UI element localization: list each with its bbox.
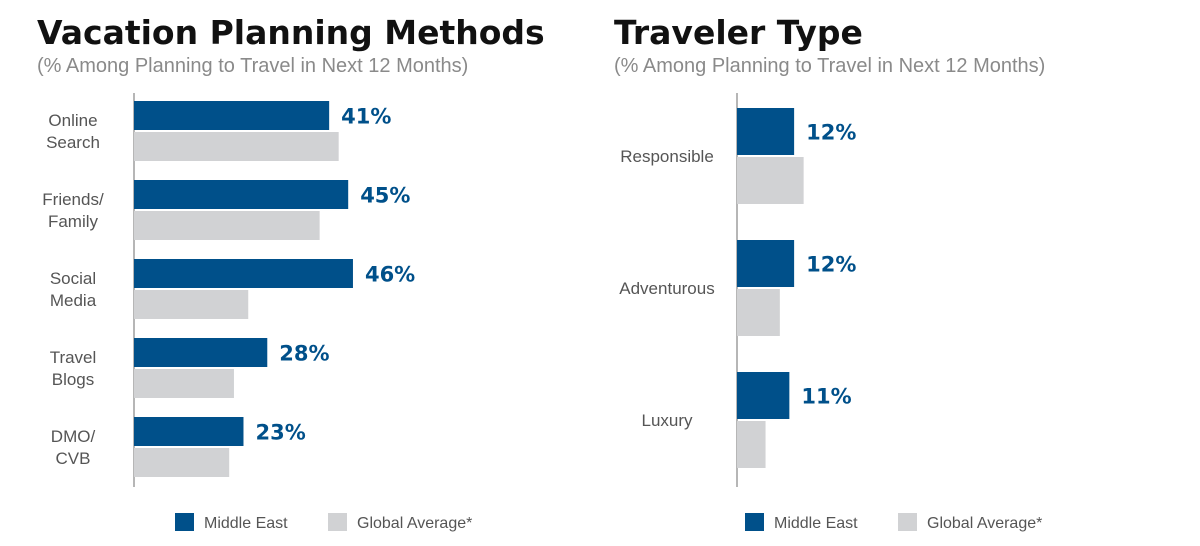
legend-label: Middle East — [204, 515, 288, 532]
data-label: 12% — [806, 121, 856, 145]
category-label: Blogs — [52, 370, 95, 389]
bar-middle-east — [737, 108, 795, 155]
chart-subtitle: (% Among Planning to Travel in Next 12 M… — [37, 55, 468, 77]
legend-label: Middle East — [774, 515, 858, 532]
bar-group: 12% Adventurous — [619, 240, 856, 336]
chart-title: Traveler Type — [614, 13, 863, 52]
vacation-planning-chart: Vacation Planning Methods (% Among Plann… — [37, 13, 545, 532]
bar-group: 45% Friends/Family — [42, 180, 410, 240]
legend-swatch — [745, 513, 764, 531]
bar-middle-east — [134, 338, 268, 367]
data-label: 23% — [255, 421, 305, 445]
bar-middle-east — [737, 372, 790, 419]
legend-label: Global Average* — [927, 515, 1042, 532]
category-label: Friends/ — [42, 190, 104, 209]
traveler-type-chart: Traveler Type (% Among Planning to Trave… — [614, 13, 1045, 532]
bar-group: 28% Travel Blogs — [50, 338, 330, 398]
category-label: Search — [46, 133, 100, 152]
bar-group: 11% Luxury — [641, 372, 852, 468]
bar-group: 46% Social Media — [50, 259, 415, 319]
legend-swatch — [328, 513, 347, 531]
category-label: Family — [48, 212, 99, 231]
data-label: 11% — [801, 385, 851, 409]
bar-group: 41% Online Search — [46, 101, 391, 161]
data-label: 28% — [279, 342, 329, 366]
category-label: DMO/ — [51, 427, 96, 446]
bar-middle-east — [134, 101, 330, 130]
bar-global-average — [737, 421, 766, 468]
category-label: Online — [48, 111, 97, 130]
legend-label: Global Average* — [357, 515, 472, 532]
bar-global-average — [134, 448, 230, 477]
category-label: Travel — [50, 348, 97, 367]
bar-middle-east — [737, 240, 795, 287]
chart-title: Vacation Planning Methods — [37, 13, 545, 52]
legend-swatch — [175, 513, 194, 531]
bar-global-average — [134, 132, 339, 161]
bar-global-average — [134, 290, 249, 319]
data-label: 45% — [360, 184, 410, 208]
category-label: Media — [50, 291, 97, 310]
bar-middle-east — [134, 259, 353, 288]
legend-swatch — [898, 513, 917, 531]
legend: Middle East Global Average* — [175, 513, 472, 532]
category-label: Social — [50, 269, 96, 288]
bar-global-average — [737, 157, 804, 204]
bar-global-average — [134, 369, 234, 398]
category-label: Luxury — [641, 411, 693, 430]
data-label: 46% — [365, 263, 415, 287]
category-label: CVB — [56, 449, 91, 468]
bar-global-average — [737, 289, 780, 336]
bar-group: 12% Responsible — [620, 108, 856, 204]
category-label: Adventurous — [619, 279, 714, 298]
data-label: 12% — [806, 253, 856, 277]
bar-middle-east — [134, 180, 349, 209]
category-label: Responsible — [620, 147, 714, 166]
data-label: 41% — [341, 105, 391, 129]
legend: Middle East Global Average* — [745, 513, 1042, 532]
bar-global-average — [134, 211, 320, 240]
bar-group: 23% DMO/CVB — [51, 417, 306, 477]
chart-subtitle: (% Among Planning to Travel in Next 12 M… — [614, 55, 1045, 77]
bar-middle-east — [134, 417, 244, 446]
